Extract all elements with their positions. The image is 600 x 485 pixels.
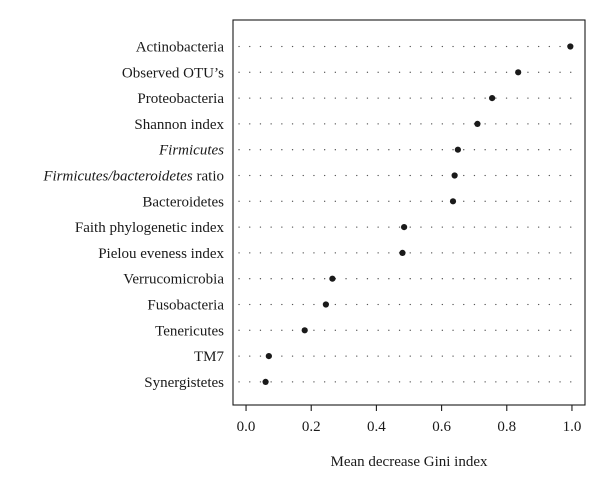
data-point [401,224,408,231]
category-label: Proteobacteria [137,91,224,107]
category-label: Synergistetes [144,375,224,391]
x-axis: 0.0 0.2 0.4 0.6 0.8 1.0 [237,405,582,435]
data-point [399,249,406,256]
data-point [265,353,272,360]
category-label: Fusobacteria [147,298,224,314]
x-axis-title: Mean decrease Gini index [330,454,488,470]
category-label: Tenericutes [155,323,224,339]
x-tick-label: 0.2 [302,419,321,435]
data-point [515,69,522,76]
data-points [262,43,574,385]
data-point [489,95,496,102]
data-point [474,120,481,127]
plot-frame [232,19,586,406]
data-point [449,198,457,205]
x-tick-label: 0.6 [432,419,451,435]
category-label: TM7 [194,349,225,365]
category-label: Actinobacteria [136,40,225,56]
category-label: Verrucomicrobia [123,272,224,288]
guide-lines [238,45,580,383]
category-labels: Actinobacteria Observed OTU’s Proteobacter… [42,40,224,391]
category-label: Faith phylogenetic index [75,220,225,236]
category-label: Firmicutes/bacteroidetes ratio [42,169,224,185]
x-tick-label: 0.0 [237,419,256,435]
x-tick-label: 1.0 [563,419,582,435]
category-label: Firmicutes [158,143,224,159]
category-label: Shannon index [134,117,224,133]
x-tick-label: 0.4 [367,419,386,435]
data-point [329,275,336,282]
data-point [262,378,269,385]
x-tick-label: 0.8 [497,419,516,435]
data-point [451,172,458,179]
data-point [322,301,329,308]
data-point [567,43,574,50]
data-point [454,146,461,153]
category-label: Bacteroidetes [142,194,224,210]
data-point [301,327,308,334]
category-label: Observed OTU’s [122,65,224,81]
category-label: Pielou eveness index [98,246,224,262]
